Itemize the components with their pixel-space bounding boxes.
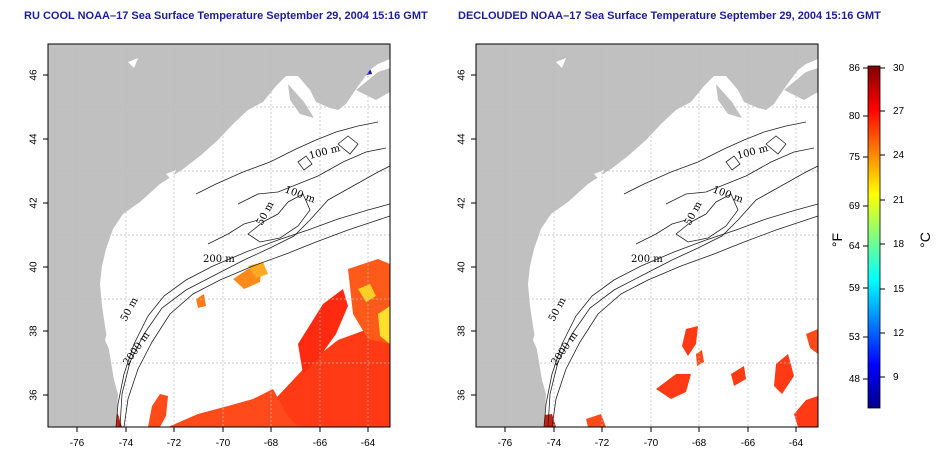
fahrenheit-tick: 64: [849, 241, 861, 252]
grid-lines: [476, 44, 818, 427]
fahrenheit-tick: 75: [849, 152, 861, 163]
y-tick-label: 44: [29, 133, 40, 145]
y-tick-label: 38: [457, 325, 468, 337]
celsius-tick: 18: [893, 239, 905, 250]
x-tick-label: -74: [119, 438, 134, 449]
celsius-tick: 24: [893, 150, 905, 161]
x-tick-label: -68: [264, 438, 279, 449]
sst-map-declouded: 100 m 100 m 50 m 200 m 50 m 2000 m -76 -7…: [457, 43, 819, 449]
celsius-tick: 30: [893, 63, 905, 74]
celsius-label: °C: [917, 232, 933, 248]
axis-ticks: -76 -74 -72 -70 -68 -66 -64 36 38 40 42 44 46: [457, 69, 804, 449]
y-tick-label: 42: [457, 197, 468, 209]
x-tick-label: -66: [313, 438, 328, 449]
fahrenheit-label: °F: [829, 233, 845, 247]
x-tick-label: -66: [741, 438, 756, 449]
y-tick-label: 44: [457, 133, 468, 145]
fahrenheit-tick: 59: [849, 283, 861, 294]
contour-label: 200 m: [631, 254, 663, 265]
y-tick-label: 36: [457, 389, 468, 401]
x-tick-label: -74: [547, 438, 562, 449]
y-tick-label: 42: [29, 197, 40, 209]
y-tick-label: 40: [457, 261, 468, 273]
temperature-colorbar: 86 80 75 69 64 59 53 48 30 27 24 21 18 15 12 9 °F °C: [829, 63, 933, 409]
x-tick-label: -76: [70, 438, 85, 449]
contour-label: 200 m: [203, 254, 235, 265]
celsius-tick: 15: [893, 284, 905, 295]
celsius-tick: 9: [893, 372, 899, 383]
x-tick-label: -72: [167, 438, 182, 449]
grid-lines: [48, 44, 390, 427]
celsius-tick: 21: [893, 195, 905, 206]
x-tick-label: -64: [361, 438, 376, 449]
x-tick-label: -72: [595, 438, 610, 449]
map-title-left: RU COOL NOAA–17 Sea Surface Temperature …: [24, 10, 428, 22]
x-tick-label: -68: [692, 438, 707, 449]
x-tick-label: -76: [498, 438, 513, 449]
y-tick-label: 40: [29, 261, 40, 273]
map-frame: [47, 43, 391, 428]
celsius-tick: 27: [893, 106, 905, 117]
x-tick-label: -64: [789, 438, 804, 449]
fahrenheit-tick: 86: [849, 63, 861, 74]
axis-ticks: -76 -74 -72 -70 -68 -66 -64 36 38 40 42 44 46: [29, 69, 376, 449]
y-tick-label: 46: [29, 69, 40, 81]
colorbar-gradient: [867, 65, 881, 409]
celsius-tick: 12: [893, 328, 905, 339]
map-title-right: DECLOUDED NOAA–17 Sea Surface Temperatur…: [458, 10, 881, 22]
y-tick-label: 38: [29, 325, 40, 337]
fahrenheit-tick: 48: [849, 374, 861, 385]
x-tick-label: -70: [216, 438, 231, 449]
y-tick-label: 36: [29, 389, 40, 401]
x-tick-label: -70: [644, 438, 659, 449]
sst-map-raw: 100 m 100 m 50 m 200 m 50 m 2000 m -76 -7…: [29, 43, 391, 449]
fahrenheit-tick: 80: [849, 111, 861, 122]
fahrenheit-tick: 69: [849, 201, 861, 212]
map-frame: [475, 43, 819, 428]
fahrenheit-tick: 53: [849, 332, 861, 343]
y-tick-label: 46: [457, 69, 468, 81]
